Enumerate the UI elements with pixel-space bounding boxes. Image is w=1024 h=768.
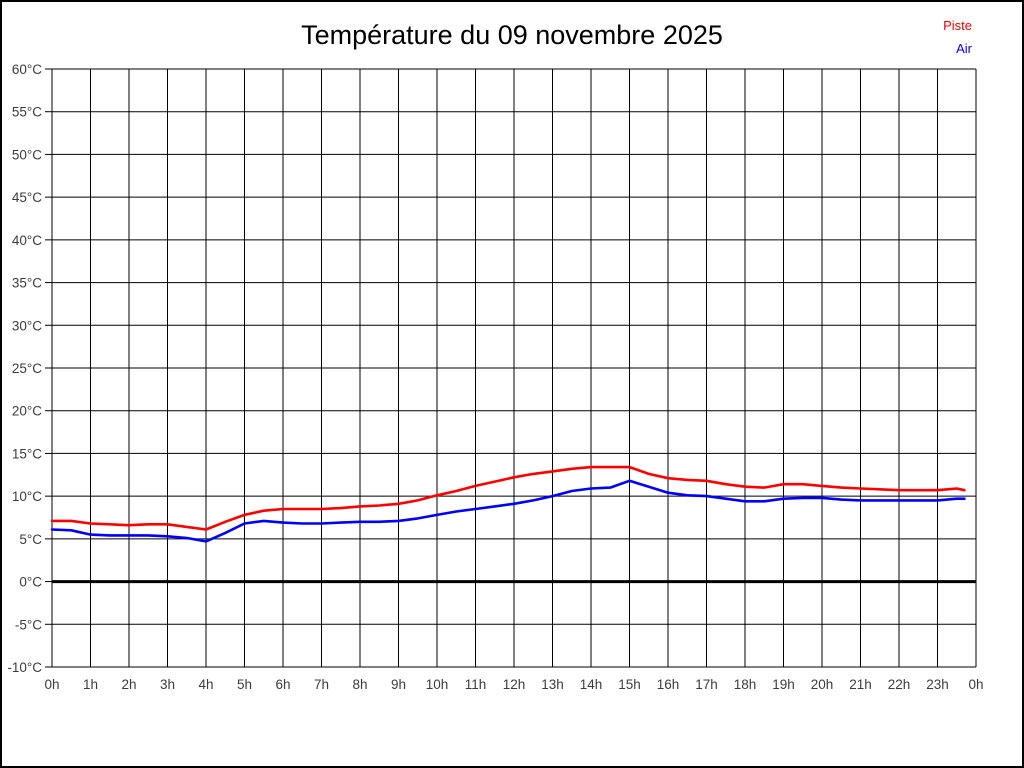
y-tick-label: -5°C [15,617,42,632]
x-tick-label: 0h [44,677,59,692]
x-tick-label: 3h [160,677,175,692]
x-tick-label: 12h [503,677,526,692]
x-tick-label: 18h [734,677,757,692]
x-tick-label: 0h [968,677,983,692]
y-tick-label: -10°C [7,660,42,675]
y-tick-label: 15°C [12,446,42,461]
legend-item-piste: Piste [943,14,972,37]
x-tick-label: 5h [237,677,252,692]
x-tick-label: 22h [888,677,911,692]
y-tick-label: 50°C [12,147,42,162]
x-tick-label: 4h [198,677,213,692]
chart-title: Température du 09 novembre 2025 [301,20,723,50]
y-tick-label: 40°C [12,233,42,248]
y-tick-label: 0°C [19,575,42,590]
y-tick-label: 20°C [12,404,42,419]
x-tick-label: 2h [121,677,136,692]
x-tick-label: 1h [83,677,98,692]
x-tick-label: 19h [772,677,795,692]
x-tick-label: 21h [849,677,872,692]
legend: Piste Air [943,14,972,60]
x-tick-label: 23h [926,677,949,692]
x-tick-label: 8h [352,677,367,692]
x-tick-label: 16h [657,677,680,692]
x-tick-label: 7h [314,677,329,692]
x-tick-label: 20h [811,677,834,692]
x-tick-label: 17h [695,677,718,692]
x-tick-label: 13h [541,677,564,692]
series-line-piste [50,465,966,531]
x-tick-label: 10h [426,677,449,692]
legend-label-air: Air [956,41,972,56]
x-tick-label: 15h [618,677,641,692]
x-tick-label: 14h [580,677,603,692]
y-tick-label: 35°C [12,276,42,291]
x-tick-label: 11h [465,677,487,692]
y-tick-label: 30°C [12,318,42,333]
x-tick-label: 6h [275,677,290,692]
y-tick-label: 45°C [12,190,42,205]
legend-item-air: Air [943,37,972,60]
series-line-air [50,479,966,543]
y-tick-label: 25°C [12,361,42,376]
y-tick-label: 55°C [12,105,42,120]
x-tick-label: 9h [391,677,406,692]
legend-label-piste: Piste [943,18,972,33]
y-tick-label: 10°C [12,489,42,504]
y-tick-label: 60°C [12,62,42,77]
y-tick-label: 5°C [19,532,42,547]
